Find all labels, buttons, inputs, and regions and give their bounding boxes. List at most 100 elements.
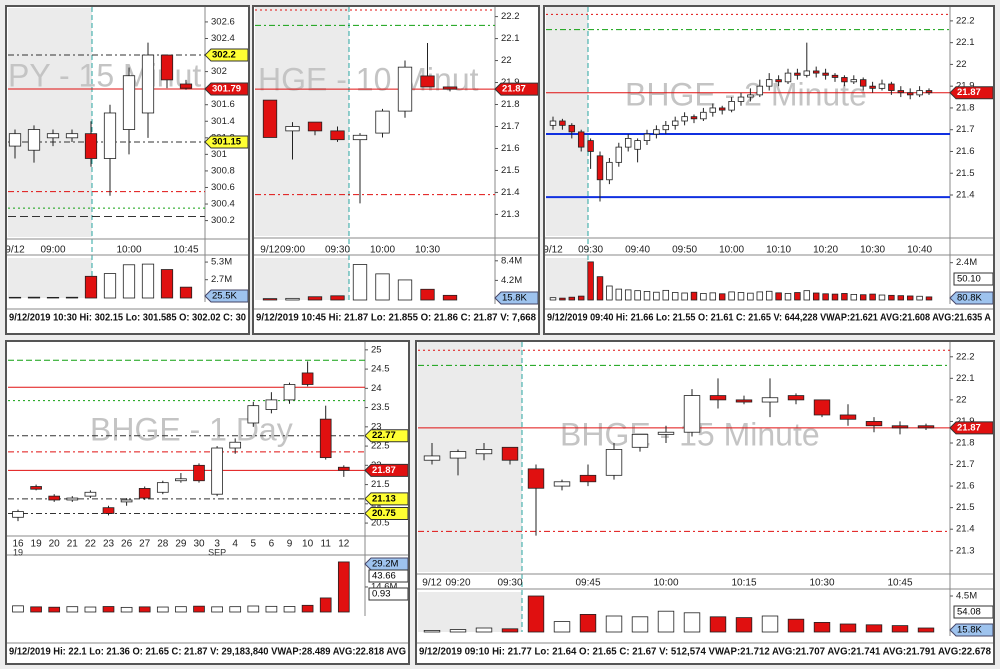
indicator-tag-label: 50.10	[957, 274, 981, 285]
x-tick-label: 4	[232, 539, 238, 550]
candle-body	[285, 126, 300, 132]
y-tick-label: 21.7	[956, 124, 975, 135]
candle-body	[878, 83, 886, 89]
volume-bar	[631, 616, 649, 633]
volume-bar	[605, 615, 623, 633]
candle-body	[657, 431, 675, 435]
x-tick-label: 10:45	[173, 245, 198, 256]
volume-bar	[865, 624, 883, 633]
volume-bar	[27, 296, 41, 299]
candle-body	[681, 116, 688, 122]
candle-body	[179, 83, 193, 89]
volume-bar	[307, 296, 323, 301]
price-tag-label: 22.77	[372, 430, 396, 441]
candle-body	[8, 133, 22, 147]
volume-bar	[683, 612, 701, 633]
x-tick-label: 9/12	[5, 245, 25, 256]
panel-background	[543, 5, 995, 335]
volume-bar	[737, 292, 745, 301]
volume-bar	[568, 296, 576, 301]
y-tick-label: 21.3	[501, 209, 520, 220]
x-tick-label: 21	[67, 539, 79, 550]
candle-body	[330, 130, 345, 141]
price-tag-label: 21.13	[372, 493, 396, 504]
candle-body	[596, 155, 604, 181]
candle-body	[700, 111, 707, 120]
status-bar	[252, 310, 540, 326]
volume-bar	[84, 275, 98, 299]
candle-body	[211, 447, 223, 495]
premarket-shade	[255, 258, 349, 300]
volume-bar	[84, 606, 97, 613]
x-tick-label: 29	[175, 539, 187, 550]
volume-bar	[653, 291, 660, 301]
premarket-shade	[8, 258, 92, 298]
candle-body	[839, 414, 857, 420]
indicator-tag-label: 54.08	[957, 607, 981, 618]
x-tick-label: 10:15	[731, 578, 756, 589]
status-text: 9/12/2019 10:45 Hi: 21.87 Lo: 21.855 O: …	[256, 313, 536, 324]
x-tick-label: 19	[31, 539, 43, 550]
volume-bar	[138, 606, 151, 613]
indicator-tag-label: 43.66	[372, 571, 396, 582]
volume-bar	[709, 616, 727, 633]
y-tick-label: 21.5	[956, 502, 975, 513]
candle-body	[794, 72, 801, 76]
status-bar	[5, 644, 410, 660]
volume-bar	[596, 276, 604, 301]
volume-bar	[247, 605, 260, 613]
candle-body	[662, 124, 670, 131]
status-text: 9/12/2019 10:30 Hi: 302.15 Lo: 301.585 O…	[9, 313, 246, 324]
volume-bar	[103, 273, 117, 299]
candle-body	[784, 72, 792, 83]
x-tick-label: 26	[121, 539, 133, 550]
volume-bar	[662, 289, 670, 301]
x-tick-label: 10:40	[907, 245, 932, 256]
volume-bar	[709, 292, 717, 301]
volume-bar	[175, 606, 187, 613]
candle-body	[319, 418, 332, 459]
x-tick-label: 09:30	[497, 578, 522, 589]
y-tick-label: 300.4	[211, 199, 235, 210]
chart-panel: HGE - 10 Minut 21.3 21.4 21.5 21.6 21.7 21.8 21…	[252, 5, 540, 335]
x-tick-label: 09:40	[625, 245, 650, 256]
volume-bar	[917, 627, 935, 633]
volume-bar	[122, 264, 136, 299]
volume-tick-label: 4.5M	[956, 591, 977, 602]
candle-body	[337, 466, 350, 471]
candle-body	[247, 405, 260, 424]
premarket-shade	[418, 592, 522, 632]
volume-tick-label: 5.3M	[211, 257, 232, 268]
premarket-shade	[546, 258, 588, 300]
candle-body	[568, 124, 576, 133]
candle-body	[352, 134, 368, 141]
y-tick-label: 21.6	[956, 146, 975, 157]
volume-bar	[624, 289, 632, 301]
y-tick-label: 22.2	[956, 15, 975, 26]
volume-bar	[48, 606, 61, 613]
volume-bar	[587, 261, 594, 301]
y-tick-label: 21.9	[501, 77, 520, 88]
volume-bar	[423, 630, 441, 633]
volume-bar	[397, 279, 413, 301]
candle-body	[375, 110, 390, 134]
candle-body	[46, 133, 60, 139]
y-tick-label: 21.6	[501, 143, 520, 154]
volume-bar	[442, 294, 458, 301]
volume-bar	[160, 269, 174, 299]
volume-tick-label: 14.6M	[371, 581, 397, 592]
y-tick-label: 21.9	[956, 81, 975, 92]
candle-body	[728, 101, 735, 111]
volume-bar	[501, 628, 519, 633]
volume-bar	[718, 293, 726, 301]
premarket-shade	[8, 8, 92, 237]
candle-body	[756, 85, 764, 96]
volume-bar	[634, 290, 641, 301]
x-tick-label: 10:00	[370, 245, 395, 256]
volume-bar	[747, 292, 754, 301]
volume-bar	[352, 264, 368, 301]
volume-bar	[897, 295, 905, 301]
month-label: SEP	[208, 547, 226, 557]
volume-bar	[553, 621, 571, 633]
chart-panel: PY - 15 Minut300.2300.4300.6300.8301301.…	[5, 5, 250, 335]
